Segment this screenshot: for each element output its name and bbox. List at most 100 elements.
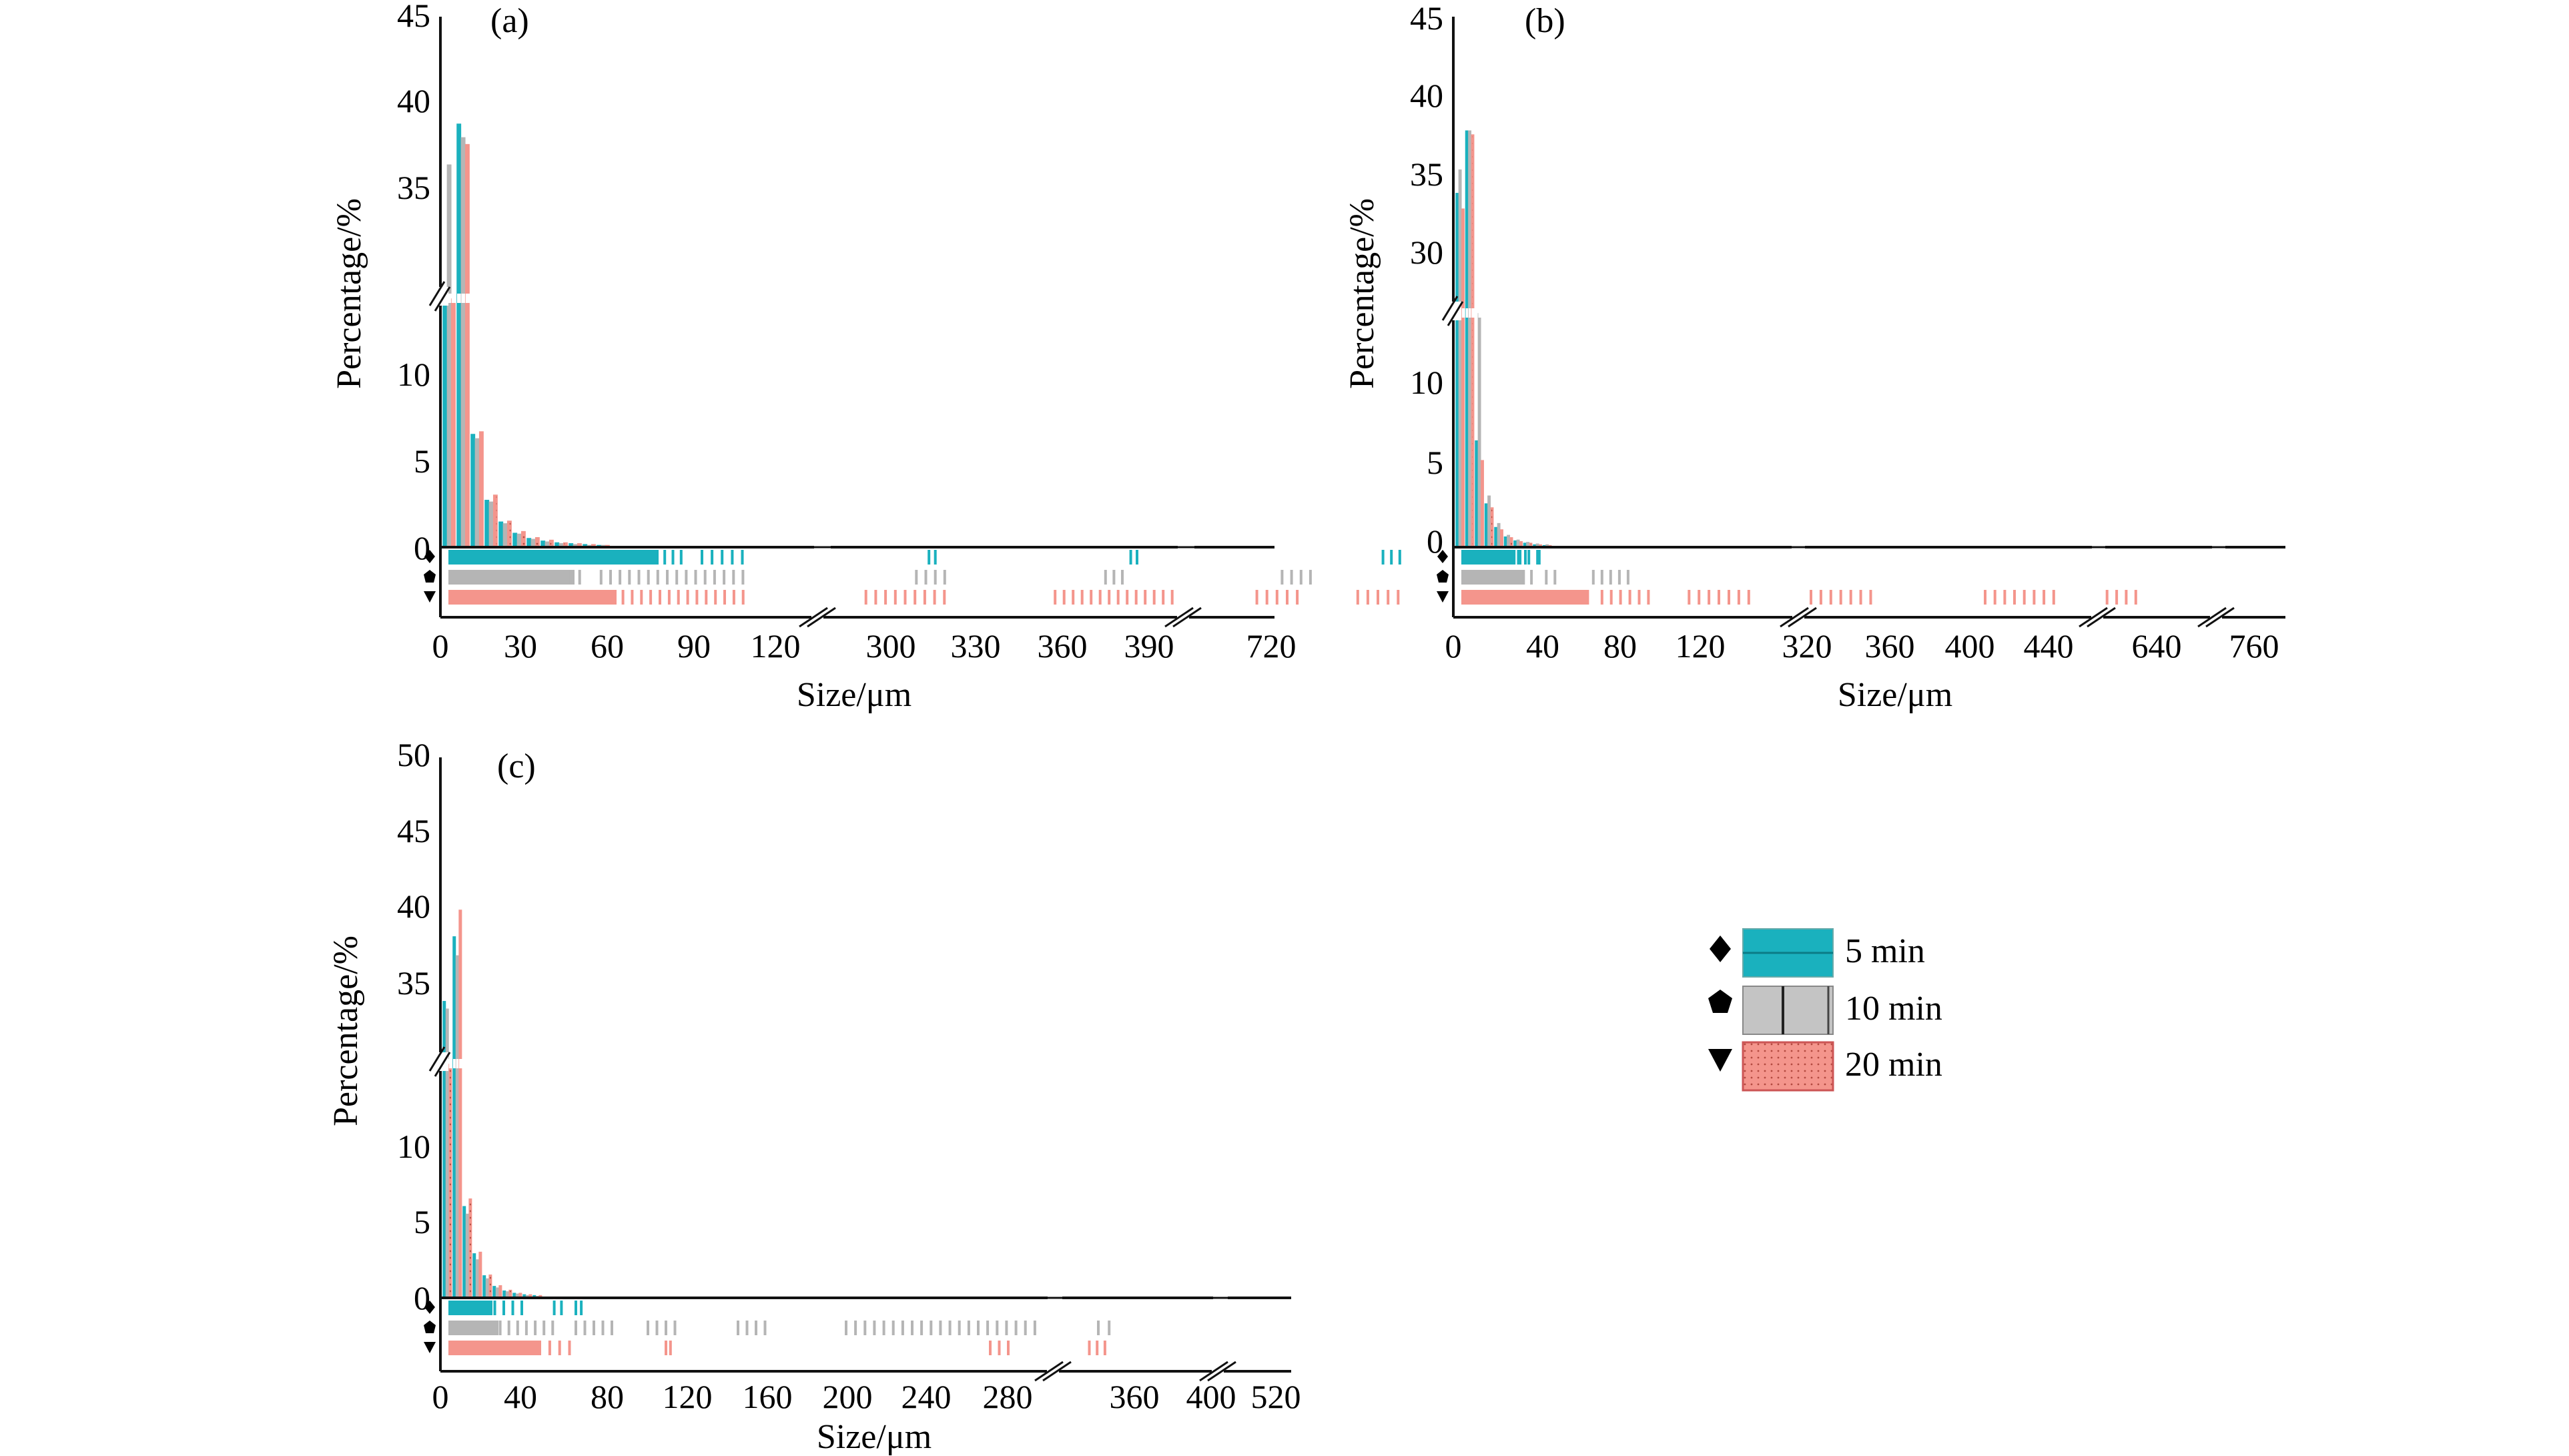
bars xyxy=(442,909,542,1299)
bar xyxy=(1475,440,1479,548)
marker-triangle-icon xyxy=(424,591,436,603)
bar xyxy=(448,1064,452,1299)
rug-tick xyxy=(958,1321,961,1335)
rug-tick xyxy=(675,570,679,585)
rug-tick xyxy=(1387,590,1390,605)
legend-marker-triangle-down xyxy=(1708,1049,1732,1072)
x-break-gap xyxy=(2210,611,2222,624)
x-break-gap xyxy=(1792,611,1804,624)
x-break-slash xyxy=(1788,607,1817,628)
rug-tick xyxy=(989,1341,992,1355)
rug-tick xyxy=(502,1301,505,1315)
rug-tick xyxy=(2023,590,2026,605)
bar-break-gap xyxy=(457,294,463,303)
rug-tick xyxy=(731,550,734,565)
x-break-slash xyxy=(2079,607,2108,628)
rug-tick xyxy=(1299,570,1303,585)
y-break-slash xyxy=(434,1052,451,1077)
rug-tick xyxy=(1390,550,1393,565)
rug-tick xyxy=(1819,590,1822,605)
rug-tick xyxy=(741,570,745,585)
y-tick-label: 45 xyxy=(1410,0,1443,37)
rug-tick xyxy=(1591,570,1595,585)
rug-tick xyxy=(637,570,641,585)
rug-tick xyxy=(538,1341,541,1355)
y-break-slash xyxy=(428,281,446,306)
bar xyxy=(1509,537,1513,548)
rug-tick xyxy=(882,1321,885,1335)
rug-tick xyxy=(948,1321,952,1335)
x-ticks: 0 30 60 90 120 300 330 360 390 720 xyxy=(432,627,1297,665)
rug-tick xyxy=(901,1321,904,1335)
rug-tick xyxy=(569,570,573,585)
bar xyxy=(456,123,462,548)
rug-tick xyxy=(1280,570,1284,585)
axis-breaks xyxy=(1441,296,2235,628)
y-tick-label: 10 xyxy=(397,356,430,393)
rug-tick xyxy=(1007,1341,1010,1355)
rug-tick xyxy=(667,590,671,605)
y-break-slash xyxy=(1447,301,1464,326)
rug-block xyxy=(448,1301,492,1315)
rug-tick xyxy=(934,570,937,585)
rug-tick xyxy=(1609,570,1612,585)
rug-tick xyxy=(516,1321,519,1335)
x-break-slash xyxy=(1164,607,1194,628)
x-tick-label: 0 xyxy=(432,1378,449,1415)
bar xyxy=(452,936,456,1299)
rug-block xyxy=(448,550,659,565)
x-tick-label: 120 xyxy=(663,1378,713,1415)
rug-tick xyxy=(1108,590,1111,605)
bar xyxy=(1507,534,1511,548)
rug-tick xyxy=(1628,590,1631,605)
rug-block xyxy=(1461,570,1523,585)
rug-tick xyxy=(1108,1321,1111,1335)
rug-tick xyxy=(1286,590,1289,605)
rug-tick xyxy=(1144,590,1147,605)
bar xyxy=(520,530,526,548)
rug-tick xyxy=(669,1341,672,1355)
x-ticks: 0 40 80 120 160 200 240 280 360 400 520 xyxy=(432,1378,1301,1415)
bar xyxy=(472,1253,476,1299)
rug-tick xyxy=(507,1321,510,1335)
bar xyxy=(475,1259,479,1299)
bar xyxy=(1468,130,1472,548)
x-tick-label: 120 xyxy=(751,627,801,665)
x-break-slash xyxy=(2205,607,2235,628)
x-tick-label: 360 xyxy=(1865,627,1915,665)
rug-tick xyxy=(695,590,699,605)
rug-tick xyxy=(1104,570,1107,585)
rug-tick xyxy=(732,570,735,585)
bar-break-gap xyxy=(1461,308,1467,318)
rug-tick xyxy=(1517,550,1520,565)
bar xyxy=(1497,522,1501,548)
rug-tick xyxy=(542,1321,546,1335)
bar xyxy=(534,536,540,548)
rug-tick xyxy=(1993,590,1996,605)
legend-marker-pentagon xyxy=(1708,990,1732,1013)
rug-tick xyxy=(2043,590,2046,605)
rug-tick xyxy=(713,570,716,585)
rug-tick xyxy=(1152,590,1156,605)
rug-tick xyxy=(493,1301,496,1315)
bar xyxy=(465,1213,469,1299)
rug-tick xyxy=(891,1321,895,1335)
rug-tick xyxy=(1112,570,1116,585)
rug-tick xyxy=(998,1341,1001,1355)
rug-tick xyxy=(1747,590,1750,605)
panel-a: (a) Percentage/% Size/μm 0 5 10 35 40 45… xyxy=(330,0,1401,714)
bar xyxy=(1490,507,1494,548)
x-axis-label: Size/μm xyxy=(797,676,911,714)
rug-tick xyxy=(986,1321,990,1335)
bars xyxy=(442,123,610,548)
rug-tick xyxy=(1600,590,1603,605)
bar xyxy=(498,521,504,548)
bar xyxy=(1458,169,1462,548)
y-axis-label: Percentage/% xyxy=(327,936,365,1126)
bar xyxy=(488,501,494,548)
y-axis-label: Percentage/% xyxy=(1343,198,1381,389)
rug-tick xyxy=(1530,570,1533,585)
rug-tick xyxy=(619,570,622,585)
x-break-gap xyxy=(2091,611,2103,624)
x-break-slash xyxy=(1042,1361,1072,1382)
